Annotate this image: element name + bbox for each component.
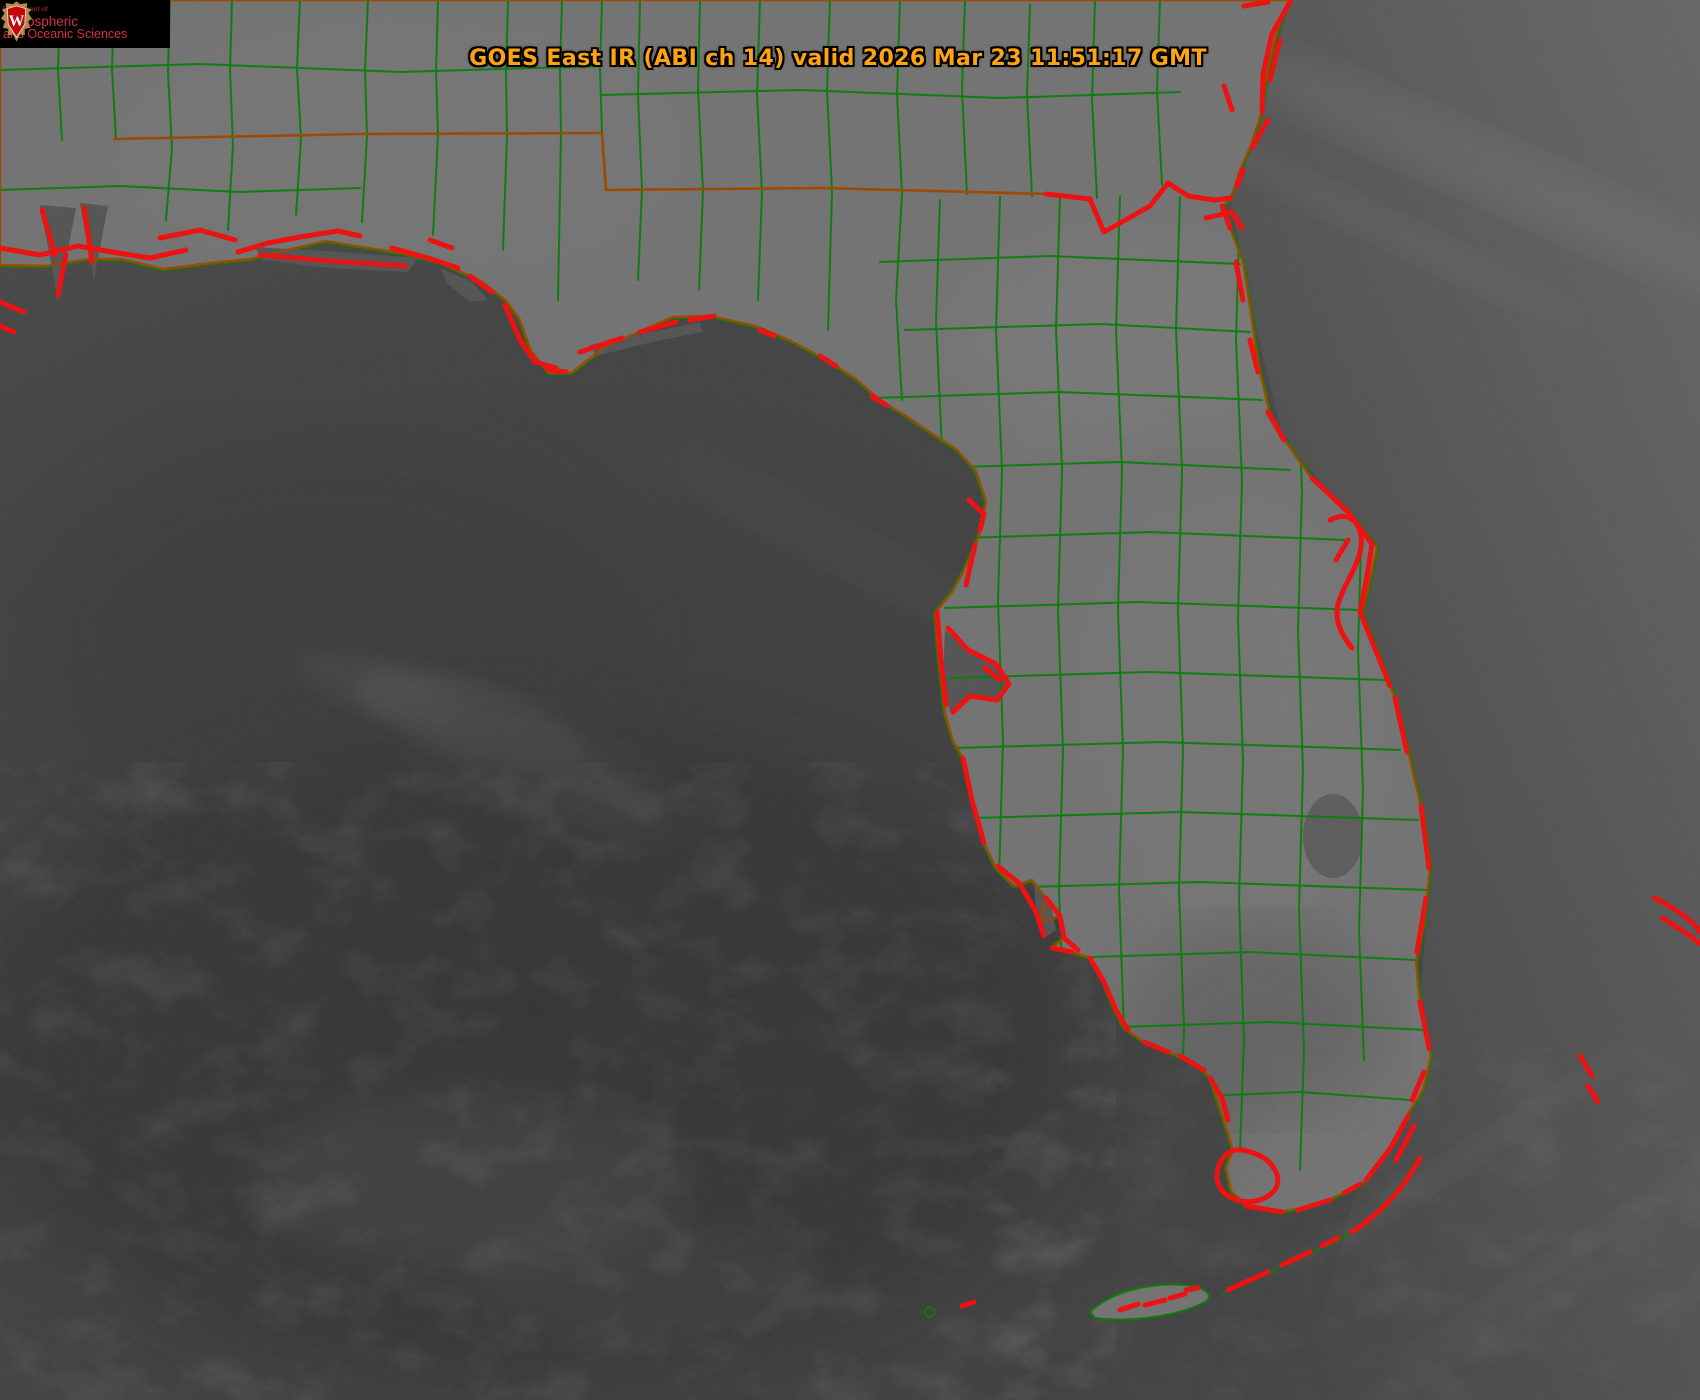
uw-aos-logo: W Department of Atmospheric and Oceanic … (0, 0, 170, 48)
svg-text:W: W (9, 13, 25, 30)
image-title-overlay: GOES East IR (ABI ch 14) valid 2026 Mar … (469, 46, 1207, 71)
uw-crest-icon: W (0, 1, 33, 42)
logo-line2: and Oceanic Sciences (3, 27, 128, 42)
